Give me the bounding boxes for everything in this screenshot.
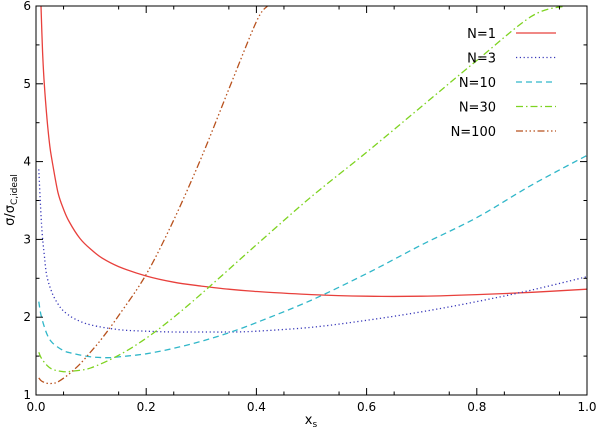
series-line-n-30 bbox=[38, 6, 566, 373]
legend-label: N=1 bbox=[467, 27, 496, 42]
legend-label: N=10 bbox=[459, 76, 496, 91]
x-axis-title: xs bbox=[305, 413, 318, 430]
x-tick-label: 0.0 bbox=[26, 400, 45, 414]
y-tick-label: 5 bbox=[23, 77, 31, 91]
legend: N=1 N=3 N=10 N=30 N=100 bbox=[451, 27, 556, 140]
y-tick-label: 3 bbox=[23, 232, 31, 246]
x-axis-title-sub: s bbox=[313, 420, 318, 430]
x-tick-label: 0.4 bbox=[247, 400, 266, 414]
y-axis-title: σ/σC,ideal bbox=[3, 174, 20, 226]
legend-label: N=3 bbox=[467, 52, 496, 67]
x-axis-title-main: x bbox=[305, 413, 313, 428]
series-line-n-1 bbox=[40, 6, 587, 298]
x-tick-label: 0.8 bbox=[467, 400, 486, 414]
y-tick-label: 1 bbox=[23, 388, 31, 402]
y-axis-title-sub: C,ideal bbox=[10, 174, 20, 205]
series-layer bbox=[38, 6, 587, 385]
y-tick-label: 6 bbox=[23, 0, 31, 13]
y-axis-title-main: σ/σ bbox=[3, 205, 18, 226]
x-tick-label: 1.0 bbox=[577, 400, 596, 414]
x-tick-label: 0.2 bbox=[137, 400, 156, 414]
plot-frame bbox=[35, 5, 588, 396]
y-tick-label: 2 bbox=[23, 310, 31, 324]
x-tick-label: 0.6 bbox=[357, 400, 376, 414]
y-tick-label: 4 bbox=[23, 155, 31, 169]
series-line-n-10 bbox=[38, 154, 587, 359]
series-line-n-3 bbox=[38, 169, 587, 333]
legend-label: N=100 bbox=[451, 125, 496, 140]
series-line-n-100 bbox=[38, 6, 268, 385]
axis-ticks: 0.0 0.2 0.4 0.6 0.8 1.0 1 2 3 4 5 6 bbox=[23, 0, 596, 414]
legend-label: N=30 bbox=[459, 101, 496, 116]
